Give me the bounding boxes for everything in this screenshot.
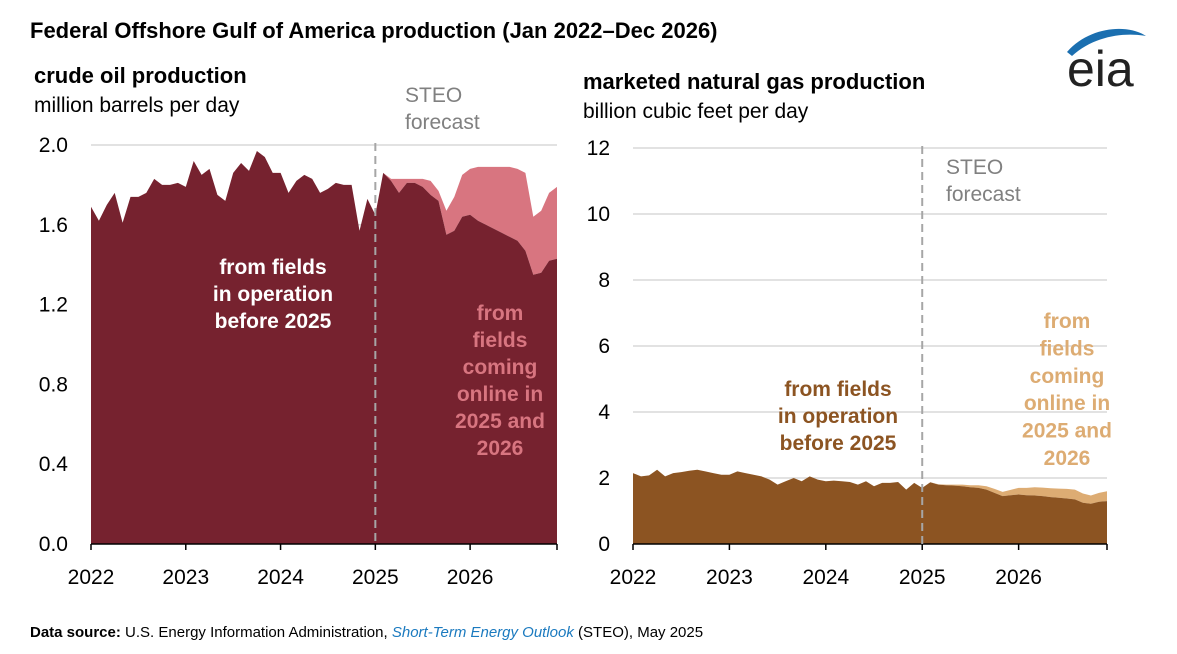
oil-existing-fields-label: in operation [213,283,333,306]
gas-new-fields-label: fields [1040,337,1095,360]
gas-new-fields-label: coming [1030,365,1105,388]
gas-new-fields-label: 2026 [1044,447,1091,470]
oil-xtick-label: 2024 [257,566,304,589]
oil-forecast-label-2: forecast [405,111,480,134]
oil-xtick-label: 2022 [68,566,115,589]
oil-forecast-label-1: STEO [405,84,462,107]
oil-new-fields-label: 2026 [477,437,524,460]
steo-link[interactable]: Short-Term Energy Outlook [391,624,574,641]
oil-new-fields-label: from [477,302,524,325]
chart-figure: Federal Offshore Gulf of America product… [30,18,1146,589]
oil-ytick-label: 2.0 [39,134,68,157]
oil-panel: crude oil production million barrels per… [34,63,558,589]
gas-forecast-label-1: STEO [946,156,1003,179]
gas-ytick-label: 4 [598,401,610,424]
oil-existing-fields-label: before 2025 [215,310,332,333]
gas-existing-fields-label: before 2025 [780,432,897,455]
oil-title: crude oil production [34,63,247,88]
gas-title: marketed natural gas production [583,69,925,94]
oil-ytick-label: 1.2 [39,294,68,317]
oil-ytick-label: 0.4 [39,453,69,476]
gas-ytick-label: 6 [598,335,610,358]
oil-new-fields-label: coming [463,356,538,379]
gas-xtick-label: 2026 [995,566,1042,589]
gas-existing-fields-label: from fields [784,378,891,401]
gas-new-fields-label: 2025 and [1022,420,1112,443]
logo-swoosh-icon [1067,28,1146,56]
gas-existing-fields-label: in operation [778,405,898,428]
gas-new-fields-label: from [1044,310,1091,333]
gas-ytick-label: 10 [587,203,610,226]
gas-ytick-label: 2 [598,467,610,490]
gas-xtick-label: 2023 [706,566,753,589]
oil-xtick-label: 2023 [162,566,209,589]
gas-xtick-label: 2024 [802,566,849,589]
oil-xtick-label: 2026 [447,566,494,589]
oil-xtick-label: 2025 [352,566,399,589]
oil-new-fields-label: fields [473,329,528,352]
data-source: Data source: U.S. Energy Information Adm… [30,624,703,641]
logo-text: eia [1067,41,1134,97]
gas-subtitle: billion cubic feet per day [583,100,809,123]
gas-forecast-label-2: forecast [946,183,1021,206]
gas-panel: marketed natural gas production billion … [583,69,1112,589]
gas-area-existing-fields [633,469,1107,544]
source-label: Data source: [30,624,121,641]
gas-xtick-label: 2022 [610,566,657,589]
eia-logo: eia [1067,28,1146,97]
oil-existing-fields-label: from fields [219,256,326,279]
gas-ytick-label: 0 [598,533,610,556]
oil-area-new-fields [91,151,557,275]
oil-ytick-label: 1.6 [39,214,68,237]
oil-subtitle: million barrels per day [34,94,240,117]
oil-ytick-label: 0.0 [39,533,68,556]
oil-area-existing-fields [91,151,557,544]
source-suffix: (STEO), May 2025 [578,624,704,641]
source-text: U.S. Energy Information Administration, [125,624,388,641]
gas-new-fields-label: online in [1024,392,1110,415]
gas-xtick-label: 2025 [899,566,946,589]
oil-new-fields-label: 2025 and [455,410,545,433]
oil-ytick-label: 0.8 [39,373,68,396]
figure-title: Federal Offshore Gulf of America product… [30,18,718,43]
gas-ytick-label: 8 [598,269,610,292]
gas-ytick-label: 12 [587,137,610,160]
oil-new-fields-label: online in [457,383,543,406]
